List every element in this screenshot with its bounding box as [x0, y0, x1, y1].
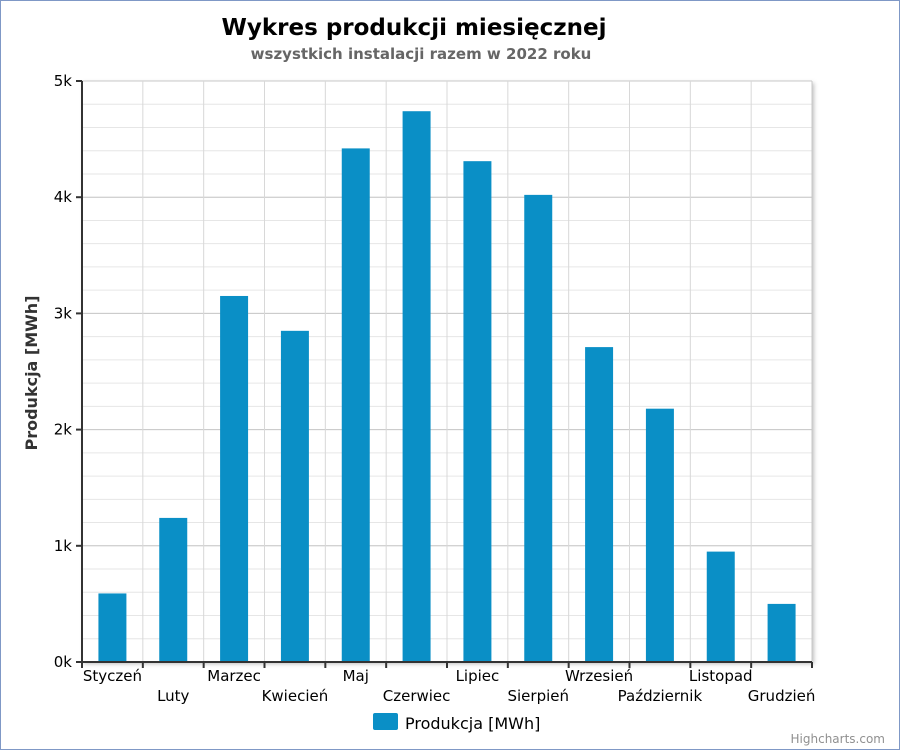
x-tick-label: Październik: [618, 687, 703, 705]
bar[interactable]: [463, 161, 492, 663]
axes: [76, 80, 813, 668]
chart-title: Wykres produkcji miesięcznej: [222, 15, 607, 41]
bar[interactable]: [767, 603, 796, 662]
x-tick-label: Grudzień: [748, 687, 816, 705]
x-tick-label: Sierpień: [507, 687, 569, 705]
bar[interactable]: [98, 593, 127, 662]
y-tick-label: 2k: [54, 421, 73, 439]
bar[interactable]: [280, 330, 309, 662]
x-tick-label: Kwiecień: [262, 687, 329, 705]
x-tick-label: Marzec: [207, 667, 261, 685]
y-tick-label: 1k: [54, 537, 73, 555]
bar[interactable]: [706, 551, 735, 662]
x-tick-label: Luty: [157, 687, 189, 705]
bar[interactable]: [585, 347, 614, 662]
y-tick-label: 0k: [54, 653, 73, 671]
bar[interactable]: [159, 517, 188, 662]
bar[interactable]: [220, 295, 249, 662]
legend[interactable]: Produkcja [MWh]: [373, 713, 540, 733]
bars: [98, 111, 796, 663]
x-tick-label: Maj: [343, 667, 369, 685]
major-grid: [82, 80, 813, 663]
bar[interactable]: [524, 194, 553, 662]
credits-link[interactable]: Highcharts.com: [791, 732, 885, 746]
x-tick-label: Styczeń: [83, 667, 142, 685]
y-tick-label: 3k: [54, 304, 73, 322]
x-tick-label: Wrzesień: [565, 667, 633, 685]
y-axis-label: Produkcja [MWh]: [22, 295, 41, 450]
bar[interactable]: [402, 111, 431, 663]
y-tick-label: 4k: [54, 188, 73, 206]
legend-label[interactable]: Produkcja [MWh]: [405, 714, 540, 733]
y-tick-labels: 0k 1k 2k 3k 4k 5k: [54, 72, 73, 671]
y-tick-label: 5k: [54, 72, 73, 90]
legend-swatch[interactable]: [373, 713, 398, 730]
x-tick-label: Czerwiec: [383, 687, 451, 705]
x-tick-label: Listopad: [689, 667, 753, 685]
bar[interactable]: [645, 408, 674, 662]
bar[interactable]: [341, 148, 370, 662]
chart-subtitle: wszystkich instalacji razem w 2022 roku: [251, 45, 592, 63]
x-tick-label: Lipiec: [456, 667, 500, 685]
